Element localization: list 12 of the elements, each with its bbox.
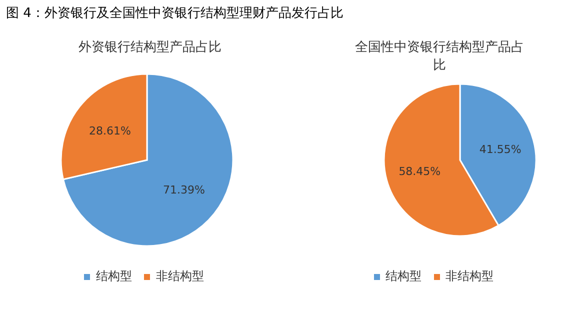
data-label: 28.61%: [89, 124, 131, 138]
data-label: 41.55%: [479, 143, 522, 156]
legend-label: 非结构型: [446, 269, 494, 283]
data-label: 58.45%: [398, 164, 441, 178]
chart-title: 外资银行结构型产品占比: [78, 39, 222, 56]
legend-label: 结构型: [386, 269, 422, 283]
pie-slice: [62, 73, 234, 247]
legend-label: 非结构型: [156, 269, 204, 283]
chart-title: 全国性中资银行结构型产品占比: [354, 39, 525, 74]
data-label: 71.39%: [163, 183, 205, 196]
caption: 图 4：外资银行及全国性中资银行结构型理财产品发行占比: [6, 5, 344, 22]
legend-label: 结构型: [96, 269, 132, 283]
